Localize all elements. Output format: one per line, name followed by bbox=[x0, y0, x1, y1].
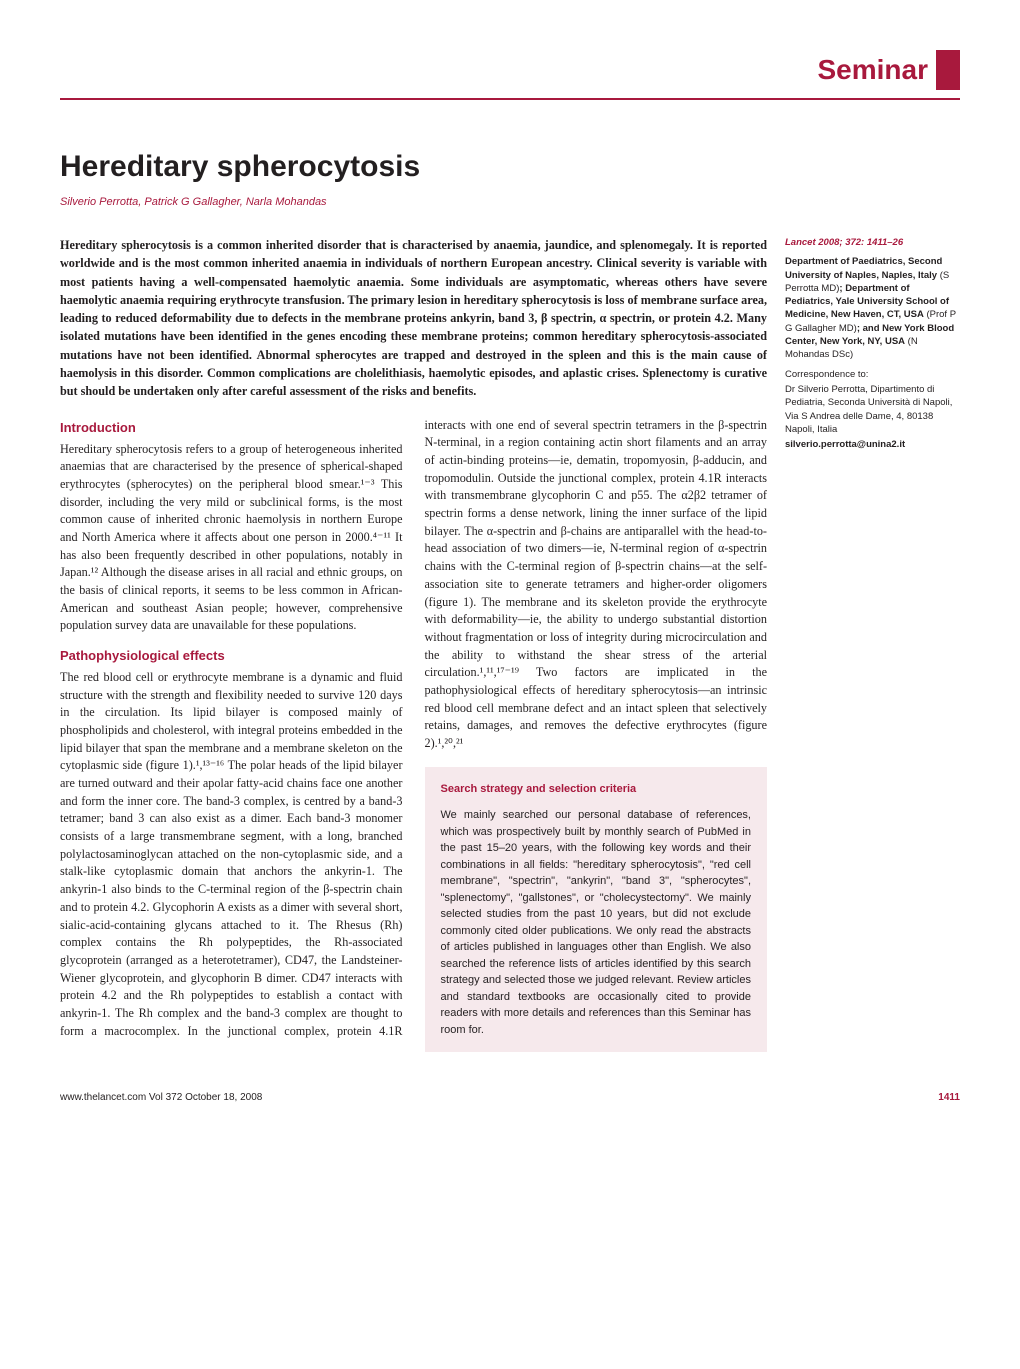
main-content: Hereditary spherocytosis is a common inh… bbox=[60, 236, 767, 1052]
body-columns: Introduction Hereditary spherocytosis re… bbox=[60, 417, 767, 1053]
footer-left: www.thelancet.com Vol 372 October 18, 20… bbox=[60, 1092, 262, 1103]
citation: Lancet 2008; 372: 1411–26 bbox=[785, 236, 960, 249]
header-rule bbox=[60, 98, 960, 100]
affiliation-1: Department of Paediatrics, Second Univer… bbox=[785, 255, 960, 361]
patho-heading: Pathophysiological effects bbox=[60, 647, 403, 666]
page-number: 1411 bbox=[938, 1092, 960, 1103]
correspondence-email: silverio.perrotta@unina2.it bbox=[785, 438, 960, 451]
header-accent-box bbox=[936, 50, 960, 90]
article-title: Hereditary spherocytosis bbox=[60, 150, 960, 184]
intro-body: Hereditary spherocytosis refers to a gro… bbox=[60, 441, 403, 636]
correspondence-body: Dr Silverio Perrotta, Dipartimento di Pe… bbox=[785, 383, 960, 436]
search-panel: Search strategy and selection criteria W… bbox=[425, 767, 768, 1053]
author-line: Silverio Perrotta, Patrick G Gallagher, … bbox=[60, 196, 960, 208]
section-label: Seminar bbox=[818, 54, 929, 86]
footer: www.thelancet.com Vol 372 October 18, 20… bbox=[60, 1092, 960, 1103]
header-bar: Seminar bbox=[60, 50, 960, 90]
sidebar: Lancet 2008; 372: 1411–26 Department of … bbox=[785, 236, 960, 1052]
panel-heading: Search strategy and selection criteria bbox=[441, 781, 752, 798]
abstract: Hereditary spherocytosis is a common inh… bbox=[60, 236, 767, 401]
intro-heading: Introduction bbox=[60, 419, 403, 438]
panel-body: We mainly searched our personal database… bbox=[441, 807, 752, 1038]
main-layout: Hereditary spherocytosis is a common inh… bbox=[60, 236, 960, 1052]
affil1-label: Department of Paediatrics, Second Univer… bbox=[785, 256, 942, 280]
correspondence-label: Correspondence to: bbox=[785, 368, 960, 381]
